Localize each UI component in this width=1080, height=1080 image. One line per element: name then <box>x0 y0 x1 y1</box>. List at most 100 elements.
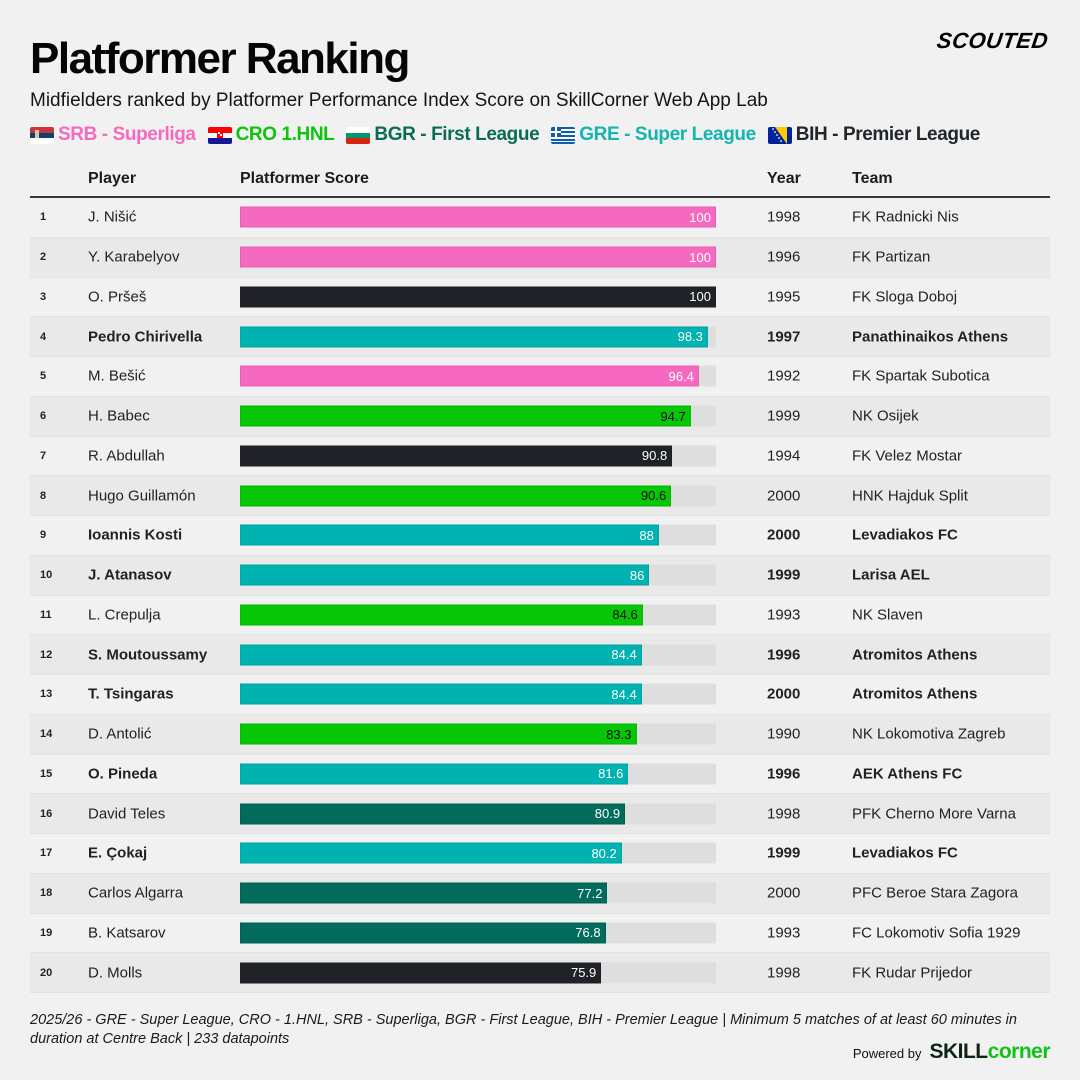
player-cell: Pedro Chirivella <box>88 328 203 346</box>
team-cell: FK Sloga Doboj <box>852 288 958 306</box>
year-cell: 1990 <box>767 725 801 743</box>
player-cell: B. Katsarov <box>88 924 166 942</box>
score-label: 80.2 <box>591 845 617 861</box>
score-label: 75.9 <box>570 965 597 981</box>
table-row: 14 D. Antolić 83.3 1990 NK Lokomotiva Zagreb <box>30 714 1050 755</box>
player-cell: E. Çokaj <box>88 844 148 862</box>
year-cell: 2000 <box>767 487 801 505</box>
team-cell: PFC Beroe Stara Zagora <box>852 884 1018 902</box>
score-label: 90.6 <box>640 488 667 504</box>
year-cell: 1993 <box>767 924 801 942</box>
score-bar-track: 86 <box>240 564 716 586</box>
score-bar-track: 77.2 <box>240 882 716 904</box>
score-bar-track: 75.9 <box>240 962 716 984</box>
legend-item-bih: BIH - Premier League <box>767 124 980 146</box>
table-row: 6 H. Babec 94.7 1999 NK Osijek <box>30 396 1050 437</box>
powered-by-label: Powered by <box>852 1046 922 1061</box>
table-row: 12 S. Moutoussamy 84.4 1996 Atromitos Athens <box>30 635 1050 675</box>
table-row: 15 O. Pineda 81.6 1996 AEK Athens FC <box>30 755 1050 795</box>
greece-flag-icon <box>551 126 576 144</box>
header-team: Team <box>852 170 893 187</box>
year-cell: 2000 <box>767 526 801 544</box>
score-bar-track: 98.3 <box>240 326 716 348</box>
score-bar: 100 <box>240 286 716 308</box>
page-subtitle: Midfielders ranked by Platformer Perform… <box>30 90 768 111</box>
table-header: Player Platformer Score Year Team <box>30 160 1050 198</box>
score-bar: 94.7 <box>240 405 691 427</box>
team-cell: HNK Hajduk Split <box>852 487 968 505</box>
team-cell: FK Spartak Subotica <box>852 367 990 385</box>
score-bar: 84.4 <box>240 683 642 705</box>
table-row: 18 Carlos Algarra 77.2 2000 PFC Beroe Stara … <box>30 873 1050 914</box>
rank-cell: 3 <box>40 290 47 303</box>
table-row: 3 O. Pršeš 100 1995 FK Sloga Doboj <box>30 278 1050 318</box>
table-row: 17 E. Çokaj 80.2 1999 Levadiakos FC <box>30 834 1050 874</box>
legend-item-srb: SRB - Superliga <box>30 124 196 146</box>
rank-cell: 10 <box>40 569 53 582</box>
team-cell: FK Partizan <box>852 248 931 266</box>
rank-cell: 15 <box>40 767 53 780</box>
page-title: Platformer Ranking <box>30 34 410 83</box>
year-cell: 1999 <box>767 566 801 584</box>
score-label: 81.6 <box>598 766 624 782</box>
score-label: 94.7 <box>660 408 686 424</box>
rank-cell: 1 <box>40 211 47 224</box>
table-row: 19 B. Katsarov 76.8 1993 FC Lokomotiv Sofia … <box>30 914 1050 954</box>
score-bar-track: 80.2 <box>240 842 716 864</box>
ranking-table: Player Platformer Score Year Team 1 J. Ni… <box>30 160 1050 993</box>
player-cell: Ioannis Kosti <box>88 526 183 544</box>
table-row: 16 David Teles 80.9 1998 PFK Cherno More Var… <box>30 794 1050 834</box>
team-cell: Panathinaikos Athens <box>852 328 1009 346</box>
score-label: 77.2 <box>577 885 603 901</box>
rank-cell: 4 <box>40 330 47 343</box>
bulgaria-flag-icon <box>346 126 371 144</box>
score-bar-track: 84.6 <box>240 604 716 626</box>
rank-cell: 11 <box>40 608 52 621</box>
rank-cell: 16 <box>40 807 53 820</box>
year-cell: 1999 <box>767 407 801 425</box>
score-bar: 86 <box>240 564 650 586</box>
score-bar-track: 84.4 <box>240 683 716 705</box>
player-cell: D. Antolić <box>88 725 152 743</box>
table-row: 2 Y. Karabelyov 100 1996 FK Partizan <box>30 237 1050 278</box>
rank-cell: 8 <box>40 489 47 502</box>
score-label: 84.4 <box>611 686 637 702</box>
year-cell: 1996 <box>767 248 801 266</box>
rank-cell: 7 <box>40 449 47 462</box>
year-cell: 2000 <box>767 685 801 703</box>
player-cell: H. Babec <box>88 407 150 425</box>
croatia-flag-icon <box>207 126 232 144</box>
score-bar-track: 100 <box>240 246 716 268</box>
score-bar-track: 76.8 <box>240 922 716 944</box>
rank-cell: 19 <box>40 926 53 939</box>
table-body: 1 J. Nišić 100 1998 FK Radnicki Nis 2 Y. Karab… <box>30 198 1050 993</box>
score-label: 100 <box>689 209 711 225</box>
team-cell: Larisa AEL <box>852 566 930 584</box>
score-bar-track: 94.7 <box>240 405 716 427</box>
score-bar-track: 80.9 <box>240 803 716 825</box>
player-cell: J. Nišić <box>88 208 137 226</box>
score-label: 90.8 <box>641 448 668 464</box>
score-bar-track: 88 <box>240 524 716 546</box>
team-cell: PFK Cherno More Varna <box>852 805 1016 823</box>
team-cell: FK Rudar Prijedor <box>852 964 973 982</box>
legend-item-bgr: BGR - First League <box>346 124 540 146</box>
rank-cell: 17 <box>40 847 53 860</box>
score-bar: 75.9 <box>240 962 602 984</box>
legend-item-cro: CRO 1.HNL <box>207 124 335 146</box>
score-bar: 96.4 <box>240 365 699 387</box>
score-bar: 100 <box>240 246 716 268</box>
score-bar: 98.3 <box>240 326 708 348</box>
score-bar: 81.6 <box>240 763 629 785</box>
legend-label-gre: GRE - Super League <box>579 124 756 145</box>
rank-cell: 14 <box>40 728 53 741</box>
team-cell: NK Osijek <box>852 407 919 425</box>
team-cell: NK Lokomotiva Zagreb <box>852 725 1006 743</box>
rank-cell: 20 <box>40 966 53 979</box>
player-cell: O. Pineda <box>88 765 158 783</box>
player-cell: R. Abdullah <box>88 447 165 465</box>
year-cell: 1994 <box>767 447 801 465</box>
year-cell: 2000 <box>767 884 801 902</box>
score-bar: 84.6 <box>240 604 643 626</box>
score-bar: 90.6 <box>240 485 672 507</box>
